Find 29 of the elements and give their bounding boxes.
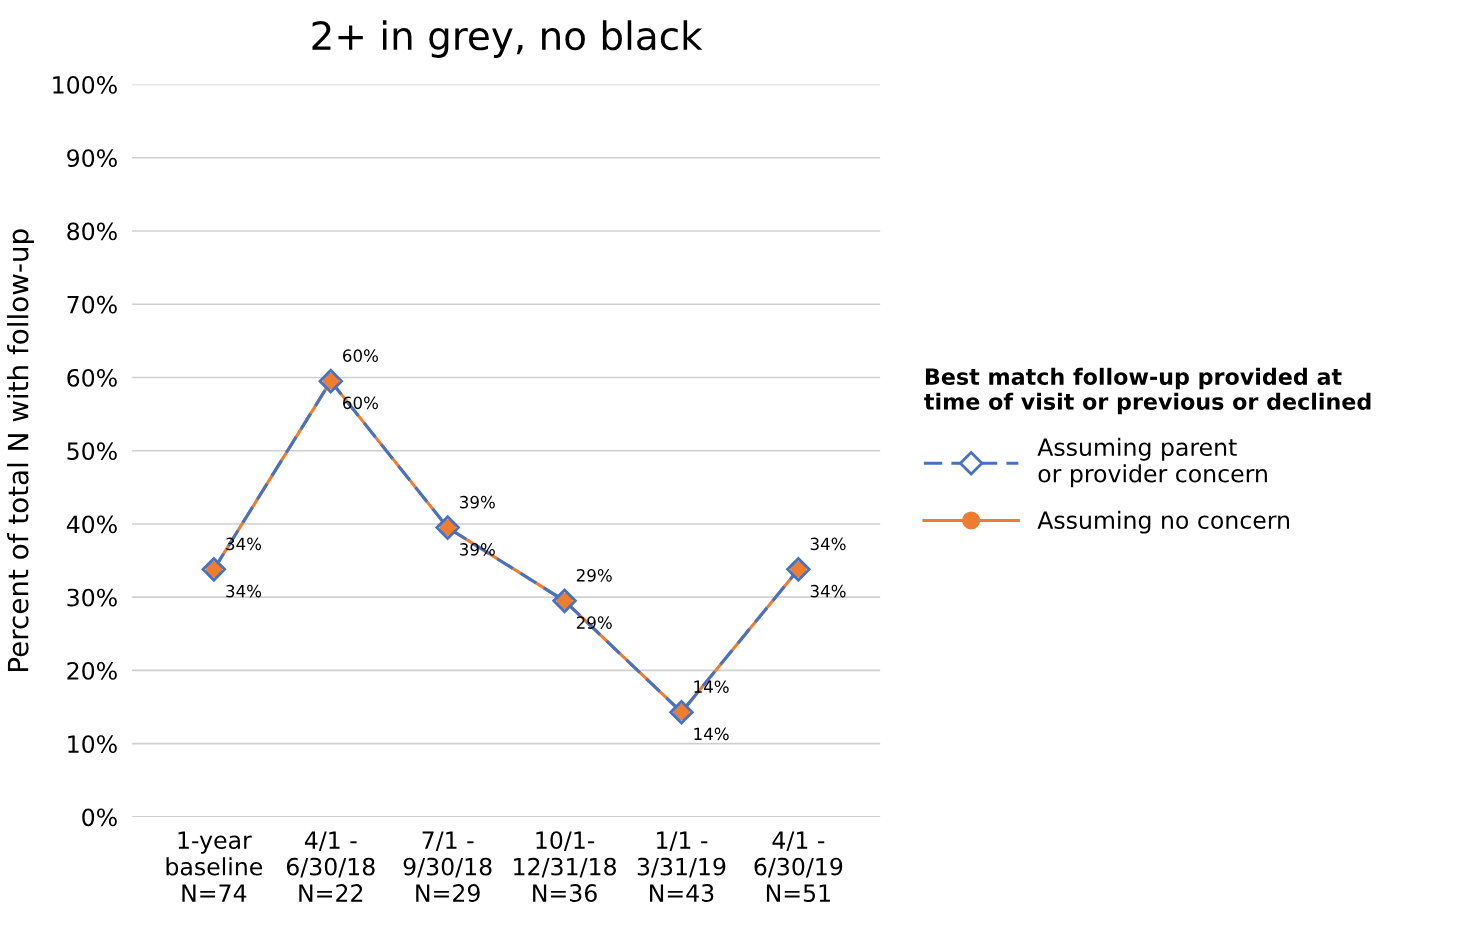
- data-label: 39%: [460, 495, 495, 509]
- data-label: 34%: [810, 584, 846, 598]
- y-tick-label: 20%: [67, 661, 117, 680]
- legend-label: Assuming parent or provider concern: [1037, 437, 1267, 488]
- x-tick-label: 1/1 - 3/31/19 N=43: [637, 831, 726, 902]
- data-label: 34%: [810, 537, 846, 551]
- x-tick-label: 4/1 - 6/30/19 N=51: [754, 831, 843, 902]
- x-tick-label: 4/1 - 6/30/18 N=22: [286, 831, 375, 902]
- data-label: 14%: [694, 727, 729, 741]
- chart-title: 2+ in grey, no black: [312, 20, 703, 58]
- y-tick-label: 0%: [82, 808, 117, 827]
- data-label: 29%: [576, 569, 612, 582]
- y-tick-label: 40%: [66, 515, 117, 534]
- data-label: 60%: [343, 349, 378, 362]
- y-tick-label: 70%: [67, 295, 117, 314]
- y-tick-label: 60%: [67, 368, 117, 387]
- legend-title: Best match follow-up provided at time of visit or previous or declined: [924, 367, 1371, 415]
- data-label: 34%: [226, 584, 262, 598]
- y-tick-label: 50%: [67, 442, 117, 461]
- y-tick-label: 90%: [67, 149, 117, 168]
- y-tick-label: 80%: [67, 222, 117, 241]
- y-tick-label: 10%: [68, 735, 117, 753]
- x-tick-label: 1-year baseline N=74: [166, 831, 263, 902]
- y-tick-label: 100%: [53, 75, 117, 94]
- x-tick-label: 10/1- 12/31/18 N=36: [514, 831, 616, 902]
- x-tick-label: 7/1 - 9/30/18 N=29: [403, 831, 492, 902]
- legend-label: Assuming no concern: [1037, 510, 1290, 534]
- y-axis-title: Percent of total N with follow-up: [7, 229, 34, 671]
- y-tick-label: 30%: [67, 588, 117, 607]
